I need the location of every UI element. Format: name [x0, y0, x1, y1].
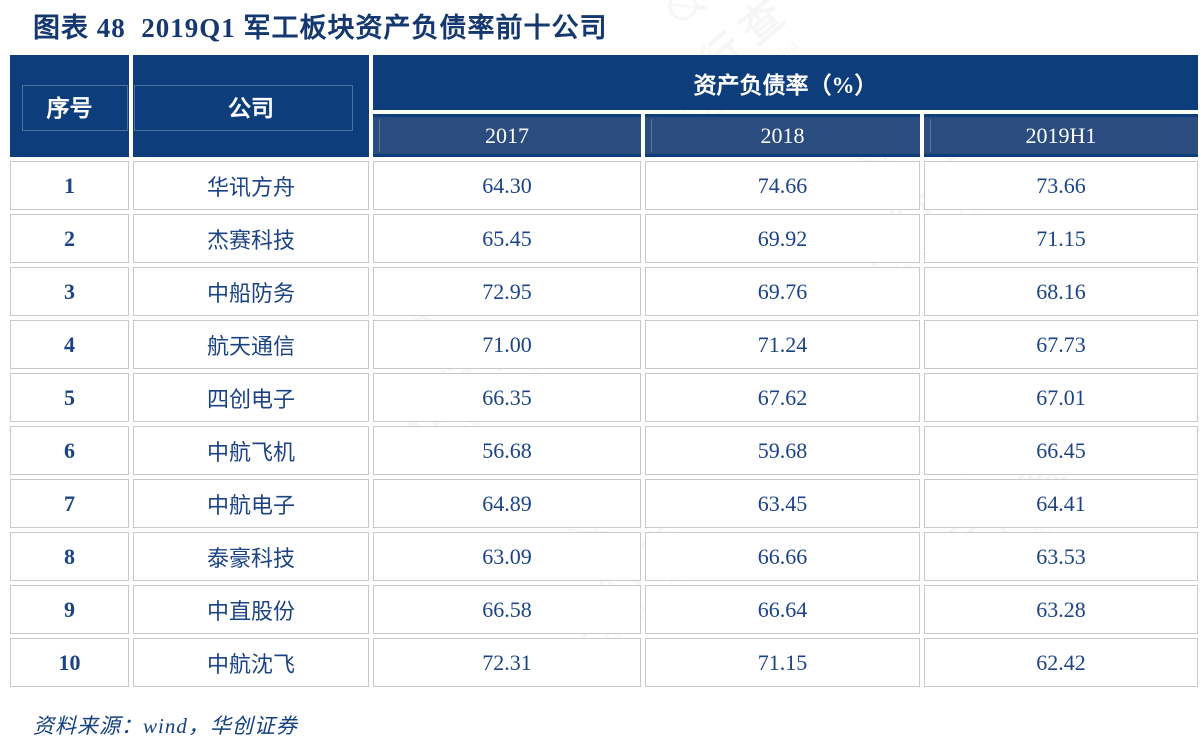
value-2019h1-cell: 64.41 — [924, 479, 1198, 528]
rank-cell: 9 — [10, 585, 129, 634]
value-2017-cell: 72.31 — [373, 638, 641, 687]
header-cell-no: 序号 — [10, 55, 129, 157]
header-cell-2018: 2018 — [645, 114, 920, 157]
header-cell-2019h1: 2019H1 — [924, 114, 1198, 157]
value-2017-cell: 66.58 — [373, 585, 641, 634]
rank-cell: 4 — [10, 320, 129, 369]
hanghangcha-logo-icon — [668, 0, 709, 21]
value-2018-cell: 71.24 — [645, 320, 920, 369]
header-no-label: 序号 — [46, 96, 93, 121]
value-2019h1-cell: 62.42 — [924, 638, 1198, 687]
company-cell: 中航飞机 — [133, 426, 369, 475]
company-cell: 四创电子 — [133, 373, 369, 422]
source-note: 资料来源：wind，华创证券 — [33, 714, 298, 738]
header-company-label: 公司 — [228, 96, 274, 121]
value-2018-cell: 66.66 — [645, 532, 920, 581]
rank-cell: 7 — [10, 479, 129, 528]
value-2017-cell: 72.95 — [373, 267, 641, 316]
company-cell: 航天通信 — [133, 320, 369, 369]
value-2017-cell: 56.68 — [373, 426, 641, 475]
value-2017-cell: 63.09 — [373, 532, 641, 581]
value-2019h1-cell: 63.28 — [924, 585, 1198, 634]
header-cell-company: 公司 — [133, 55, 369, 157]
value-2019h1-cell: 63.53 — [924, 532, 1198, 581]
company-cell: 中航沈飞 — [133, 638, 369, 687]
value-2018-cell: 69.92 — [645, 214, 920, 263]
rank-cell: 2 — [10, 214, 129, 263]
company-cell: 中直股份 — [133, 585, 369, 634]
value-2017-cell: 64.89 — [373, 479, 641, 528]
value-2019h1-cell: 67.73 — [924, 320, 1198, 369]
rank-cell: 8 — [10, 532, 129, 581]
value-2018-cell: 63.45 — [645, 479, 920, 528]
rank-cell: 10 — [10, 638, 129, 687]
value-2017-cell: 64.30 — [373, 161, 641, 210]
value-2019h1-cell: 68.16 — [924, 267, 1198, 316]
value-2018-cell: 69.76 — [645, 267, 920, 316]
figure-title: 图表 48 2019Q1 军工板块资产负债率前十公司 — [33, 13, 608, 43]
company-cell: 中船防务 — [133, 267, 369, 316]
rank-cell: 1 — [10, 161, 129, 210]
value-2017-cell: 66.35 — [373, 373, 641, 422]
company-cell: 杰赛科技 — [133, 214, 369, 263]
data-table: 序号 公司 资产负债率（%） 2017 2018 2019H1 1 华讯方舟 6… — [10, 55, 1198, 687]
company-cell: 华讯方舟 — [133, 161, 369, 210]
value-2019h1-cell: 73.66 — [924, 161, 1198, 210]
value-2018-cell: 74.66 — [645, 161, 920, 210]
value-2019h1-cell: 67.01 — [924, 373, 1198, 422]
value-2017-cell: 71.00 — [373, 320, 641, 369]
value-2019h1-cell: 66.45 — [924, 426, 1198, 475]
value-2018-cell: 71.15 — [645, 638, 920, 687]
value-2019h1-cell: 71.15 — [924, 214, 1198, 263]
company-cell: 泰豪科技 — [133, 532, 369, 581]
header-cell-2017: 2017 — [373, 114, 641, 157]
rank-cell: 5 — [10, 373, 129, 422]
rank-cell: 3 — [10, 267, 129, 316]
header-cell-ratio-group: 资产负债率（%） — [373, 55, 1198, 110]
value-2017-cell: 65.45 — [373, 214, 641, 263]
company-cell: 中航电子 — [133, 479, 369, 528]
value-2018-cell: 67.62 — [645, 373, 920, 422]
value-2018-cell: 66.64 — [645, 585, 920, 634]
value-2018-cell: 59.68 — [645, 426, 920, 475]
rank-cell: 6 — [10, 426, 129, 475]
